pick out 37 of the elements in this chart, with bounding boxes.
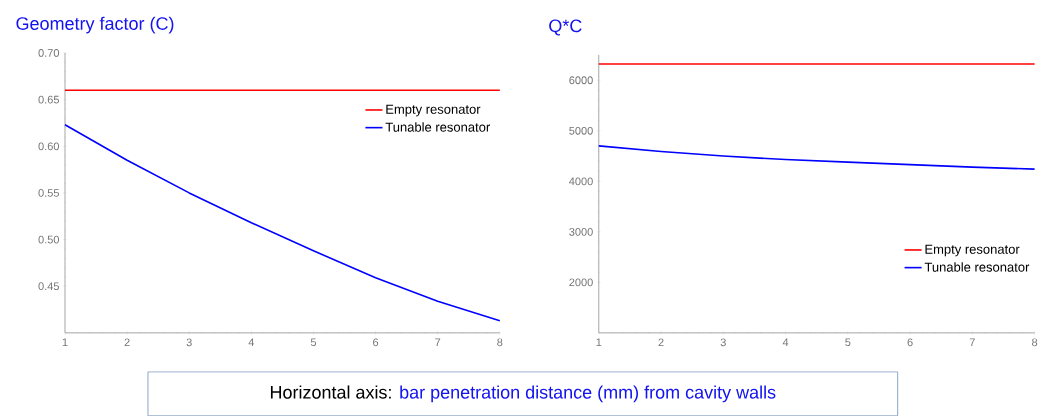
y-tick-label: 3000 — [569, 227, 593, 236]
x-tick-label: 1 — [62, 338, 68, 346]
x-tick-label: 8 — [497, 338, 503, 347]
y-tick-label: 0.45 — [38, 282, 59, 290]
y-tick-label: 0.65 — [38, 95, 59, 104]
chart-title: Q*C — [549, 19, 582, 36]
x-tick-label: 6 — [907, 338, 913, 347]
y-tick-label: 4000 — [569, 177, 593, 186]
chart-title: Geometry factor (C) — [16, 16, 174, 34]
line-series — [597, 144, 1036, 170]
legend-label: Tunable resonator — [924, 262, 1030, 272]
y-tick-label: 6000 — [569, 76, 593, 84]
legend-label: Empty resonator — [386, 104, 481, 117]
legend-label: Tunable resonator — [385, 122, 491, 132]
y-tick-label: 2000 — [569, 278, 593, 287]
x-tick-label: 3 — [720, 338, 726, 347]
y-tick-label: 5000 — [569, 126, 593, 135]
x-tick-label: 5 — [845, 338, 851, 346]
x-tick-label: 2 — [658, 338, 664, 346]
x-tick-label: 5 — [310, 338, 317, 346]
x-tick-label: 3 — [186, 338, 192, 347]
line-series — [64, 123, 501, 322]
y-tick-label: 0.50 — [38, 235, 60, 244]
x-tick-label: 1 — [596, 338, 602, 346]
text: bar penetration distance (mm) from cavity walls — [400, 385, 776, 403]
x-tick-label: 7 — [969, 338, 975, 346]
legend-label: Empty resonator — [925, 244, 1020, 257]
y-tick-label: 0.70 — [38, 48, 60, 57]
x-tick-label: 2 — [124, 338, 130, 346]
x-tick-label: 6 — [373, 338, 379, 347]
x-tick-label: 7 — [435, 338, 441, 346]
x-tick-label: 4 — [782, 338, 789, 346]
x-tick-label: 4 — [248, 338, 255, 346]
y-tick-label: 0.55 — [38, 188, 59, 197]
y-tick-label: 0.60 — [38, 142, 60, 151]
x-tick-label: 8 — [1032, 338, 1038, 347]
text: Horizontal axis: — [270, 385, 391, 399]
